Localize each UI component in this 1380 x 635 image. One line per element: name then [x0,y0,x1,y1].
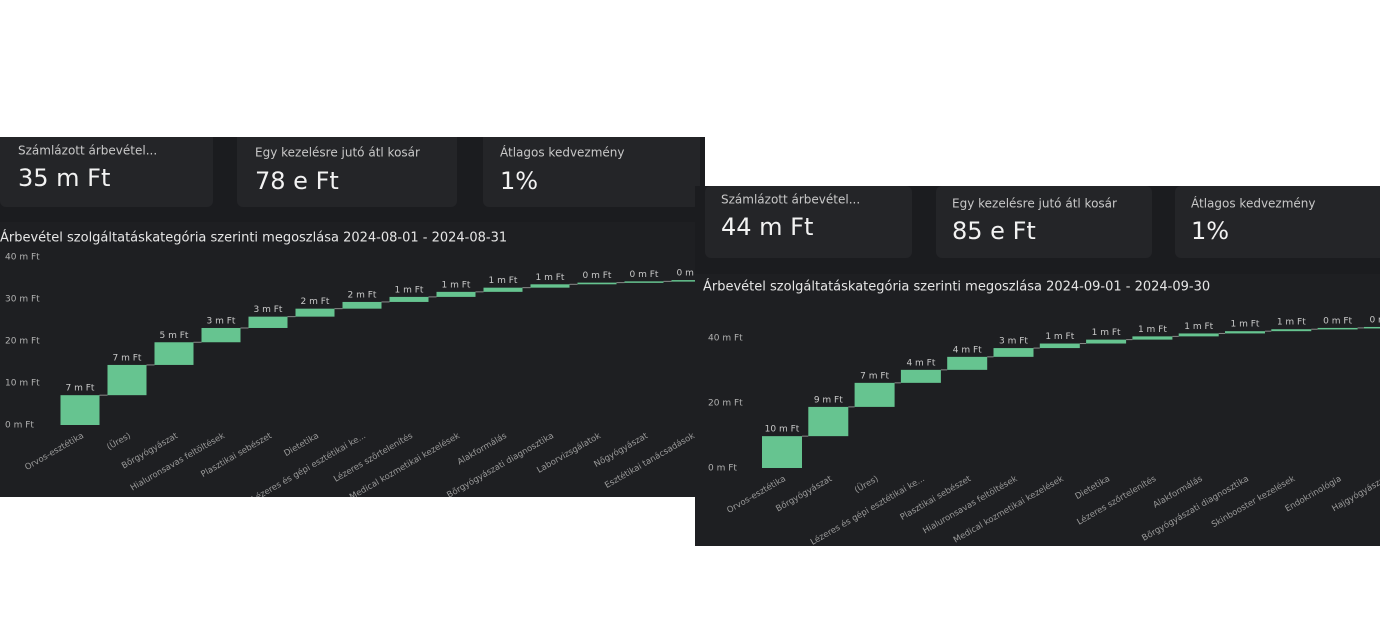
data-label: 5 m Ft [160,331,189,341]
waterfall-bar [248,316,288,328]
panel-canvas: Számlázott árbevétel... 35 m Ft Egy kezelé… [0,137,705,497]
data-label: 1 m Ft [1231,320,1260,330]
kpi-label: Átlagos kedvezmény [500,145,625,160]
data-label: 7 m Ft [860,371,889,381]
data-label: 4 m Ft [953,345,982,355]
waterfall-bar [154,342,194,365]
data-label: 9 m Ft [814,395,843,405]
chart-area [0,222,705,497]
kpi-card [483,137,700,207]
y-tick-label: 20 m Ft [5,337,40,347]
chart-area [695,274,1380,546]
data-label: 0 m Ft [1323,316,1352,326]
y-tick-label: 10 m Ft [5,379,40,389]
waterfall-bar [808,406,849,437]
y-tick-label: 0 m Ft [708,464,737,474]
data-label: 1 m Ft [1138,325,1167,335]
kpi-card [1175,186,1380,258]
y-tick-label: 40 m Ft [5,253,40,263]
waterfall-bar [107,364,147,396]
data-label: 1 m Ft [442,280,471,290]
data-label: 0 m Ft [1369,315,1380,325]
kpi-label: Számlázott árbevétel... [18,144,157,158]
dashboard-panel: Számlázott árbevétel... 35 m Ft Egy kezelé… [0,137,705,497]
waterfall-bar [1086,339,1127,344]
waterfall-bar [762,436,802,468]
dashboard-panel: Számlázott árbevétel... 44 m Ft Egy kezelé… [695,186,1380,546]
data-label: 7 m Ft [113,353,142,363]
waterfall-bar [993,348,1034,357]
waterfall-bar [947,356,988,370]
waterfall-bar [201,327,241,343]
kpi-value: 35 m Ft [18,164,110,192]
data-label: 3 m Ft [207,316,236,326]
kpi-label: Egy kezelésre jutó átl kosár [952,197,1117,211]
waterfall-bar [1317,327,1358,330]
kpi-label: Átlagos kedvezmény [1191,196,1316,211]
data-label: 10 m Ft [765,425,800,435]
waterfall-bar [577,282,617,285]
y-tick-label: 20 m Ft [708,399,743,409]
data-label: 1 m Ft [1092,328,1121,338]
panel-canvas: Számlázott árbevétel... 44 m Ft Egy kezelé… [695,186,1380,546]
data-label: 2 m Ft [348,290,377,300]
kpi-value: 78 e Ft [255,167,339,195]
data-label: 1 m Ft [1277,318,1306,328]
waterfall-bar [483,287,523,292]
data-label: 4 m Ft [906,358,935,368]
waterfall-bar [1271,329,1312,332]
kpi-card [705,186,912,258]
data-label: 0 m Ft [677,269,705,279]
waterfall-bar [436,291,476,297]
y-tick-label: 40 m Ft [708,334,743,344]
waterfall-bar [1225,331,1265,334]
kpi-value: 44 m Ft [721,213,813,241]
data-label: 1 m Ft [395,285,424,295]
kpi-card [936,186,1152,258]
data-label: 1 m Ft [536,273,565,283]
waterfall-bar [1132,336,1173,340]
waterfall-bar [295,308,335,317]
waterfall-bar [854,382,895,407]
kpi-value: 85 e Ft [952,217,1036,245]
waterfall-bar [900,369,941,383]
data-label: 0 m Ft [583,271,612,281]
kpi-value: 1% [500,167,538,195]
data-label: 3 m Ft [999,337,1028,347]
kpi-value: 1% [1191,217,1229,245]
waterfall-bar [671,280,705,282]
waterfall-bar [389,296,429,302]
data-label: 0 m Ft [630,270,659,280]
chart-title: Árbevétel szolgáltatáskategória szerinti… [0,230,507,246]
waterfall-bar [342,301,382,309]
waterfall-bar [530,284,570,288]
waterfall-bar [60,395,100,425]
kpi-card [237,137,457,207]
data-label: 3 m Ft [254,305,283,315]
data-label: 7 m Ft [66,384,95,394]
y-tick-label: 30 m Ft [5,295,40,305]
waterfall-bar [1363,326,1380,329]
kpi-card [0,137,213,207]
waterfall-bar [624,281,664,283]
waterfall-bar [1178,333,1219,337]
data-label: 2 m Ft [301,297,330,307]
waterfall-bar [1039,343,1080,349]
data-label: 1 m Ft [489,276,518,286]
kpi-label: Egy kezelésre jutó átl kosár [255,146,420,160]
data-label: 1 m Ft [1184,322,1213,332]
kpi-label: Számlázott árbevétel... [721,193,860,207]
chart-title: Árbevétel szolgáltatáskategória szerinti… [703,279,1210,295]
y-tick-label: 0 m Ft [5,421,34,431]
data-label: 1 m Ft [1045,332,1074,342]
